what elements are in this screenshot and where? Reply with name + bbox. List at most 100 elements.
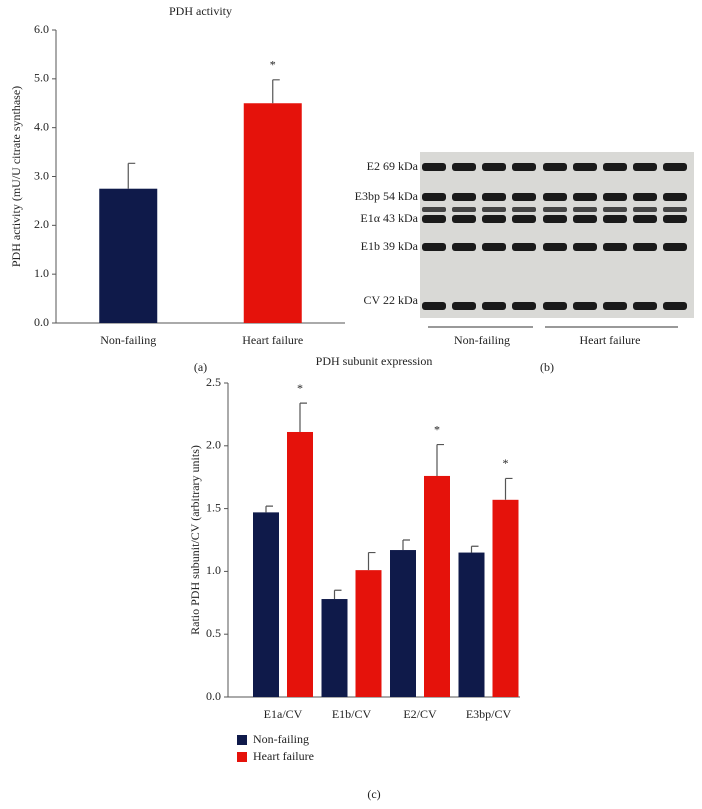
blot-band bbox=[573, 215, 597, 223]
error-bar bbox=[299, 402, 307, 432]
blot-band bbox=[603, 163, 627, 171]
blot-band bbox=[452, 163, 476, 171]
error-bar bbox=[333, 589, 342, 600]
blot-band bbox=[663, 193, 687, 201]
blot-band bbox=[543, 302, 567, 310]
y-tick-label: 4.0 bbox=[34, 119, 49, 133]
panel-label: (a) bbox=[194, 360, 207, 374]
blot-band bbox=[512, 193, 536, 201]
blot-band bbox=[543, 243, 567, 251]
blot-band bbox=[422, 215, 446, 223]
blot-band bbox=[482, 207, 506, 212]
bar bbox=[458, 552, 485, 697]
blot-band bbox=[543, 163, 567, 171]
error-bar bbox=[367, 551, 376, 571]
blot-band bbox=[663, 243, 687, 251]
blot-band bbox=[452, 243, 476, 251]
error-bar bbox=[504, 477, 513, 500]
error-bar bbox=[127, 162, 136, 189]
y-tick-label: 1.5 bbox=[206, 500, 221, 514]
blot-band bbox=[603, 243, 627, 251]
blot-band bbox=[603, 193, 627, 201]
blot-band bbox=[482, 302, 506, 310]
blot-band bbox=[633, 163, 657, 171]
blot-band bbox=[512, 163, 536, 171]
y-tick-label: 3.0 bbox=[34, 168, 49, 182]
significance-mark: * bbox=[297, 381, 303, 395]
blot-band bbox=[603, 302, 627, 310]
error-bar bbox=[402, 539, 410, 551]
y-tick-label: 2.0 bbox=[206, 438, 221, 452]
blot-band bbox=[452, 302, 476, 310]
y-axis-label: Ratio PDH subunit/CV (arbitrary units) bbox=[188, 445, 202, 635]
bar bbox=[390, 550, 416, 697]
legend-swatch bbox=[237, 752, 247, 762]
y-tick-label: 1.0 bbox=[34, 266, 49, 280]
x-tick-label: E3bp/CV bbox=[466, 707, 512, 721]
blot-band bbox=[573, 163, 597, 171]
bar bbox=[424, 475, 450, 697]
bar bbox=[99, 188, 158, 323]
x-tick-label: Non-failing bbox=[100, 333, 156, 347]
y-tick-label: 2.5 bbox=[206, 375, 221, 389]
group-label: Non-failing bbox=[454, 333, 510, 347]
blot-band bbox=[573, 193, 597, 201]
error-bar bbox=[436, 443, 444, 476]
legend-label: Non-failing bbox=[253, 732, 309, 746]
blot-band bbox=[422, 163, 446, 171]
bar bbox=[287, 431, 313, 697]
blot-band bbox=[573, 302, 597, 310]
chart-title: PDH subunit expression bbox=[316, 354, 433, 368]
blot-band bbox=[663, 163, 687, 171]
group-label: Heart failure bbox=[580, 333, 641, 347]
blot-band-label: E2 69 kDa bbox=[367, 159, 419, 173]
panel-label: (b) bbox=[540, 360, 554, 374]
blot-band bbox=[482, 193, 506, 201]
y-tick-label: 0.0 bbox=[34, 315, 49, 329]
blot-band bbox=[512, 243, 536, 251]
y-tick-label: 0.5 bbox=[206, 626, 221, 640]
legend-swatch bbox=[237, 735, 247, 745]
blot-band bbox=[633, 207, 657, 212]
blot-band bbox=[663, 207, 687, 212]
blot-band bbox=[603, 215, 627, 223]
blot-band bbox=[482, 243, 506, 251]
bar bbox=[492, 499, 519, 697]
blot-band-label: CV 22 kDa bbox=[364, 293, 419, 307]
blot-band bbox=[633, 193, 657, 201]
blot-band bbox=[573, 243, 597, 251]
error-bar bbox=[265, 505, 273, 513]
x-tick-label: E1a/CV bbox=[264, 707, 303, 721]
blot-band bbox=[512, 302, 536, 310]
blot-band bbox=[422, 302, 446, 310]
significance-mark: * bbox=[434, 422, 440, 436]
blot-band bbox=[422, 193, 446, 201]
bar bbox=[321, 599, 348, 697]
chart-title: PDH activity bbox=[169, 4, 232, 18]
bar bbox=[253, 512, 279, 697]
y-tick-label: 6.0 bbox=[34, 22, 49, 36]
blot-membrane bbox=[420, 152, 694, 318]
blot-band bbox=[663, 302, 687, 310]
blot-band bbox=[603, 207, 627, 212]
blot-band bbox=[482, 163, 506, 171]
bar bbox=[243, 103, 302, 323]
significance-mark: * bbox=[270, 58, 276, 72]
error-bar bbox=[470, 545, 479, 553]
blot-band bbox=[543, 193, 567, 201]
blot-band-label: E3bp 54 kDa bbox=[355, 189, 419, 203]
blot-band bbox=[482, 215, 506, 223]
blot-band bbox=[573, 207, 597, 212]
blot-band bbox=[512, 215, 536, 223]
y-tick-label: 0.0 bbox=[206, 689, 221, 703]
blot-band bbox=[422, 207, 446, 212]
legend-label: Heart failure bbox=[253, 749, 314, 763]
x-tick-label: E1b/CV bbox=[332, 707, 372, 721]
blot-band-label: E1α 43 kDa bbox=[360, 211, 418, 225]
blot-band bbox=[452, 193, 476, 201]
bar bbox=[355, 570, 382, 697]
blot-band bbox=[663, 215, 687, 223]
significance-mark: * bbox=[503, 456, 509, 470]
blot-band bbox=[452, 215, 476, 223]
